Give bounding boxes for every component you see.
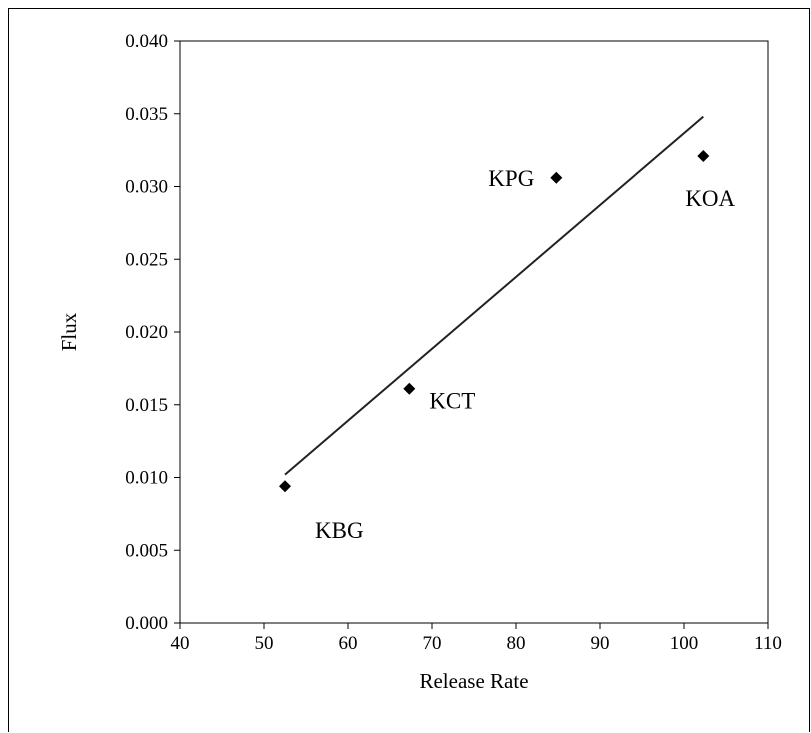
x-axis-title: Release Rate (419, 669, 528, 693)
x-axis: 40 50 60 70 80 90 100 110 (171, 623, 782, 654)
y-tick-label: 0.025 (125, 249, 168, 270)
y-axis: 0.000 0.005 0.010 0.015 0.020 0.025 0.030 0.035… (125, 31, 180, 634)
trendline (284, 115, 704, 476)
x-tick-label: 40 (171, 633, 190, 654)
point-label-kct: KCT (429, 389, 475, 414)
y-tick-label: 0.000 (125, 613, 168, 634)
y-tick-label: 0.035 (125, 104, 168, 125)
plot-area (179, 40, 769, 624)
x-tick-label: 50 (255, 633, 274, 654)
x-tick-label: 100 (670, 633, 699, 654)
x-tick-label: 110 (754, 633, 782, 654)
point-label-kbg: KBG (315, 518, 364, 543)
point-label-koa: KOA (685, 186, 735, 211)
point-marker-kbg (279, 480, 291, 493)
y-tick-label: 0.015 (125, 395, 168, 416)
point-marker-koa (697, 149, 710, 162)
point-label-kpg: KPG (488, 166, 534, 191)
point-marker-kpg (550, 171, 563, 184)
x-tick-label: 80 (507, 633, 526, 654)
x-tick-label: 90 (591, 633, 610, 654)
y-axis-title: Flux (57, 312, 81, 351)
y-tick-label: 0.020 (125, 322, 168, 343)
y-tick-label: 0.040 (125, 31, 168, 52)
point-marker-kct (403, 382, 416, 395)
chart-frame (8, 8, 810, 732)
y-tick-label: 0.005 (125, 540, 168, 561)
y-tick-label: 0.010 (125, 468, 168, 489)
y-tick-label: 0.030 (125, 177, 168, 198)
x-tick-label: 60 (339, 633, 358, 654)
data-points: KBG KCT KPG KOA (279, 149, 736, 543)
trendline-layer (284, 115, 704, 476)
x-tick-label: 70 (423, 633, 442, 654)
